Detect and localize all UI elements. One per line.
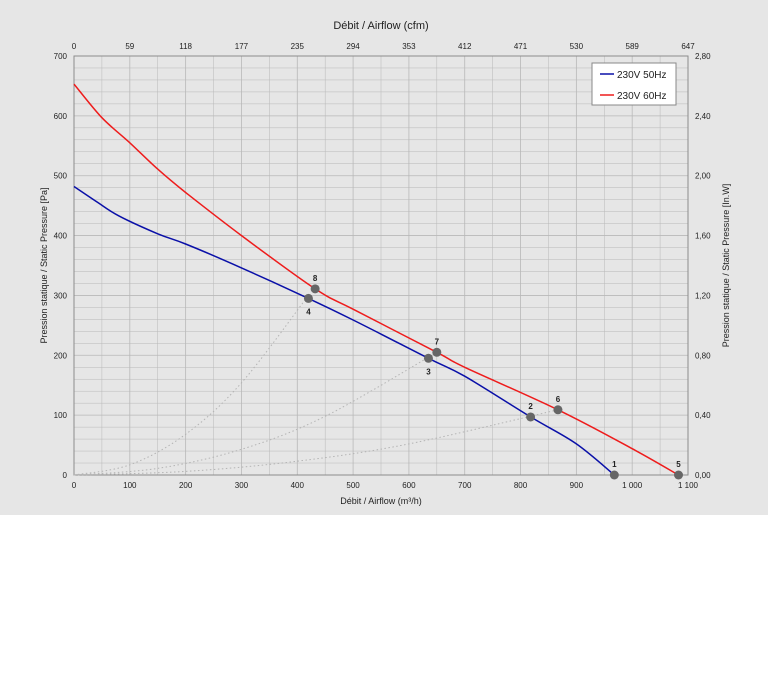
series-line-50hz	[73, 185, 615, 476]
operating-point-marker	[423, 353, 433, 363]
y-right-tick-label: 0,80	[695, 351, 711, 360]
left-axis-title: Pression statique / Static Pressure [Pa]	[39, 187, 49, 343]
y-tick-label: 200	[54, 351, 68, 360]
operating-point-label: 7	[435, 337, 440, 346]
right-axis-title: Pression statique / Static Pressure [In.…	[721, 184, 731, 348]
system-curve	[73, 295, 309, 476]
legend-box	[591, 62, 677, 106]
series-line-60hz	[73, 83, 679, 476]
x-tick-label: 1 100	[678, 481, 699, 490]
system-curves	[73, 295, 559, 476]
x-tick-label: 300	[235, 481, 249, 490]
x-tick-label: 100	[123, 481, 137, 490]
x-tick-label: 600	[402, 481, 416, 490]
operating-point-marker	[609, 470, 619, 480]
x-top-tick-label: 118	[179, 42, 192, 51]
y-right-tick-label: 1,60	[695, 232, 711, 241]
operating-point-label: 4	[306, 307, 311, 316]
x-top-tick-label: 294	[346, 42, 360, 51]
x-top-tick-label: 59	[125, 42, 134, 51]
x-tick-label: 500	[346, 481, 360, 490]
y-right-tick-label: 0,00	[695, 471, 711, 480]
x-top-tick-label: 412	[458, 42, 472, 51]
y-right-tick-label: 2,40	[695, 112, 711, 121]
series-lines	[73, 83, 679, 476]
x-tick-label: 800	[514, 481, 528, 490]
operating-point-marker	[674, 470, 684, 480]
operating-point-label: 3	[426, 367, 431, 376]
y-tick-label: 0	[63, 471, 68, 480]
x-tick-label: 400	[291, 481, 305, 490]
y-tick-label: 300	[54, 291, 68, 300]
y-tick-label: 100	[54, 411, 68, 420]
x-tick-label: 1 000	[622, 481, 643, 490]
x-top-tick-label: 471	[514, 42, 528, 51]
y-tick-label: 600	[54, 112, 68, 121]
x-top-tick-label: 589	[626, 42, 640, 51]
x-tick-label: 700	[458, 481, 472, 490]
y-tick-label: 400	[54, 232, 68, 241]
system-curve	[73, 351, 438, 476]
x-top-tick-label: 177	[235, 42, 249, 51]
chart-panel: 1 2 3 4 5 6 7 8 0 100 200 300 400 500 600 700 800 900 1 0…	[0, 0, 768, 515]
x-tick-label: 900	[570, 481, 584, 490]
operating-point-label: 6	[556, 395, 561, 404]
operating-point-marker	[432, 347, 442, 357]
y-right-tick-label: 1,20	[695, 291, 711, 300]
x-tick-label: 0	[72, 481, 77, 490]
x-top-tick-label: 647	[681, 42, 695, 51]
y-right-tick-label: 2,00	[695, 172, 711, 181]
performance-chart: 1 2 3 4 5 6 7 8 0 100 200 300 400 500 600 700 800 900 1 0…	[39, 20, 731, 506]
x-tick-label: 200	[179, 481, 193, 490]
operating-point-marker	[310, 284, 320, 294]
x-top-tick-label: 0	[72, 42, 77, 51]
y-tick-label: 500	[54, 172, 68, 181]
system-curve	[73, 409, 559, 476]
operating-point-label: 5	[676, 460, 681, 469]
operating-point-label: 2	[528, 402, 533, 411]
operating-points: 1 2 3 4 5 6 7 8	[303, 274, 684, 480]
legend-label-50hz: 230V 50Hz	[617, 70, 666, 81]
bottom-axis-title: Débit / Airflow (m³/h)	[340, 496, 422, 506]
operating-point-label: 8	[313, 274, 318, 283]
legend: 230V 50Hz 230V 60Hz	[591, 62, 677, 106]
plot-frame	[73, 55, 689, 476]
y-right-tick-label: 2,80	[695, 52, 711, 61]
operating-point-label: 1	[612, 460, 617, 469]
y-tick-label: 700	[54, 52, 68, 61]
legend-label-60hz: 230V 60Hz	[617, 91, 666, 102]
y-right-tick-label: 0,40	[695, 411, 711, 420]
operating-point-marker	[303, 293, 313, 303]
x-top-tick-label: 530	[570, 42, 584, 51]
grid	[74, 56, 688, 475]
top-axis-title: Débit / Airflow (cfm)	[333, 20, 428, 32]
x-top-tick-label: 235	[291, 42, 305, 51]
operating-point-marker	[553, 405, 563, 415]
x-top-tick-label: 353	[402, 42, 416, 51]
operating-point-marker	[526, 412, 536, 422]
